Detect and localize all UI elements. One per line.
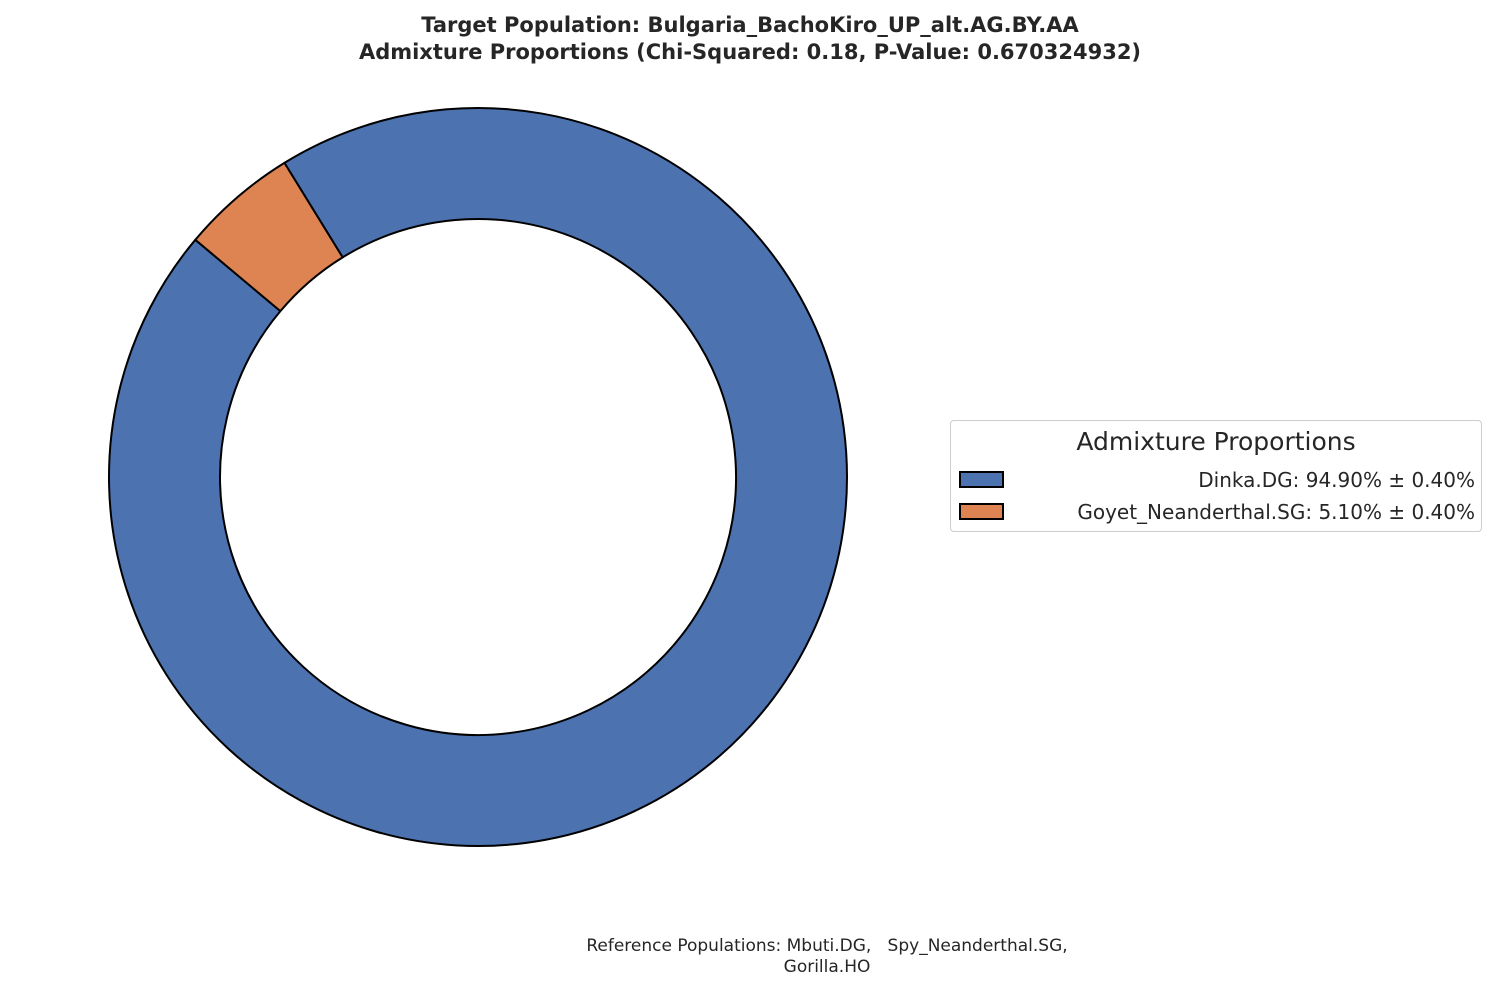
reference-populations-note: Reference Populations: Mbuti.DG, Spy_Nea… xyxy=(0,936,1500,978)
legend-label-goyet-neanderthal: Goyet_Neanderthal.SG: 5.10% ± 0.40% xyxy=(1077,500,1475,524)
legend-swatch-goyet-neanderthal xyxy=(959,503,1004,520)
donut-slice-dinka-dg xyxy=(108,107,848,847)
donut-slice-goyet-neanderthal-sg xyxy=(194,161,344,313)
chart-legend: Admixture Proportions Dinka.DG: 94.90% ±… xyxy=(950,420,1482,532)
legend-entry-dinka: Dinka.DG: 94.90% ± 0.40% xyxy=(959,467,1475,493)
chart-title-line-1: Target Population: Bulgaria_BachoKiro_UP… xyxy=(421,13,1079,37)
footnote-line-2: Gorilla.HO xyxy=(783,957,871,977)
legend-label-dinka: Dinka.DG: 94.90% ± 0.40% xyxy=(1198,468,1475,492)
chart-title: Target Population: Bulgaria_BachoKiro_UP… xyxy=(0,12,1500,66)
chart-title-line-2: Admixture Proportions (Chi-Squared: 0.18… xyxy=(358,40,1142,64)
legend-entry-goyet-neanderthal: Goyet_Neanderthal.SG: 5.10% ± 0.40% xyxy=(959,499,1475,525)
footnote-line-1: Reference Populations: Mbuti.DG, Spy_Nea… xyxy=(586,936,1068,956)
legend-swatch-dinka xyxy=(959,471,1004,488)
legend-title: Admixture Proportions xyxy=(1076,427,1356,456)
